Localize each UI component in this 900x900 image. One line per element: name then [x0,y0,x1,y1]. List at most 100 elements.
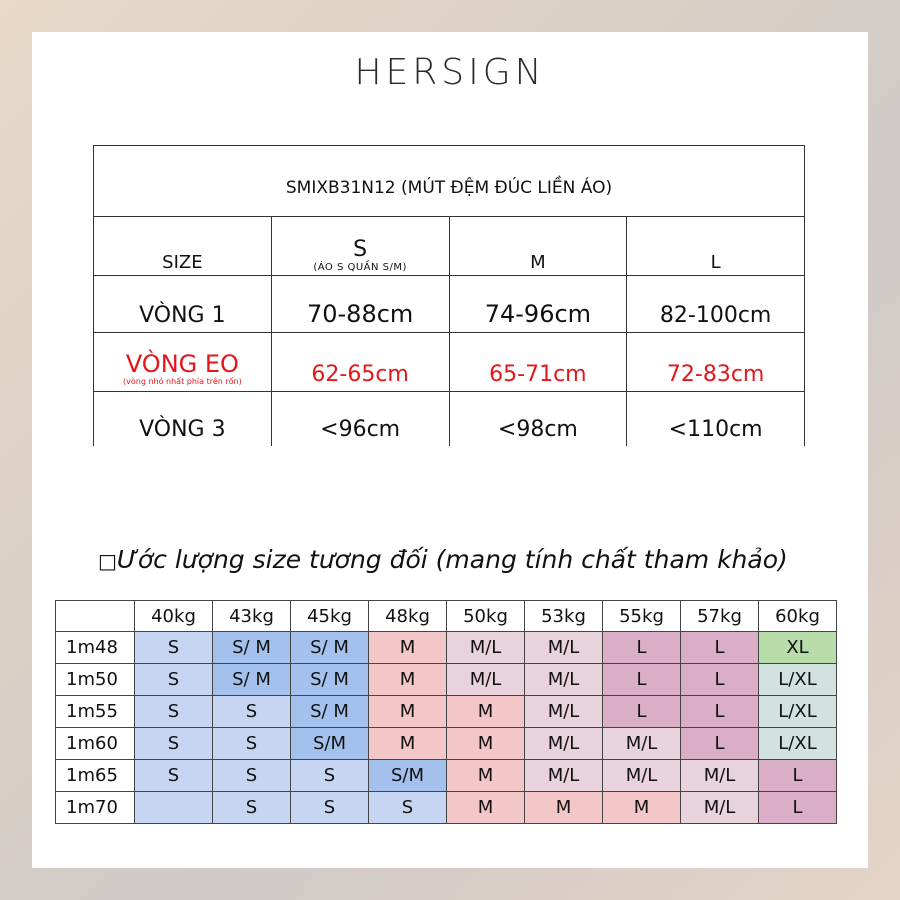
size-cell: L/XL [758,695,837,728]
vongeo-note: (vòng nhỏ nhất phía trên rốn) [123,377,242,386]
height-label: 1m55 [55,695,135,728]
size-cell: S [368,791,447,824]
size-cell: L [758,791,837,824]
table-row: 1m60 S S S/M M M M/L M/L L L/XL [55,727,837,760]
size-cell: S [134,759,213,792]
size-cell: M/L [602,727,681,760]
estimate-heading-text: Ước lượng size tương đối (mang tính chất… [116,545,788,574]
weight-header: 60kg [758,600,837,632]
size-cell: XL [758,631,837,664]
size-header-l: L [626,216,805,276]
table-row: 1m55 S S S/ M M M M/L L L L/XL [55,695,837,728]
size-cell: S [212,695,291,728]
size-cell: S [134,727,213,760]
height-label: 1m50 [55,663,135,696]
row-label-vong3: VÒNG 3 [93,391,272,446]
size-cell: M/L [446,631,525,664]
cell-vong3-m: <98cm [448,391,628,446]
size-header-s: S (ÁO S QUẦN S/M) [270,216,450,276]
size-cell: L [680,727,759,760]
size-cell: M/L [680,791,759,824]
size-cell: L/XL [758,727,837,760]
size-cell: M [602,791,681,824]
table-row: 1m65 S S S S/M M M/L M/L M/L L [55,759,837,792]
grid-corner [55,600,135,632]
height-label: 1m48 [55,631,135,664]
size-cell: M/L [524,631,603,664]
size-cell: L [758,759,837,792]
size-header-label: SIZE [93,216,272,276]
weight-header: 57kg [680,600,759,632]
size-cell: S/ M [290,663,369,696]
size-cell: M [446,791,525,824]
estimate-heading: □Ước lượng size tương đối (mang tính chấ… [98,545,818,574]
brand-logo: HERSIGN [354,52,546,93]
cell-vongeo-s: 62-65cm [270,332,450,392]
cell-vong3-l: <110cm [626,391,805,446]
size-cell: M/L [602,759,681,792]
size-cell: L [602,663,681,696]
size-cell: M/L [446,663,525,696]
height-label: 1m70 [55,791,135,824]
height-label: 1m65 [55,759,135,792]
cell-vongeo-l: 72-83cm [626,332,805,392]
weight-header: 40kg [134,600,213,632]
height-label: 1m60 [55,727,135,760]
size-cell: M/L [524,727,603,760]
weight-header: 55kg [602,600,681,632]
size-cell: S [212,791,291,824]
vongeo-label: VÒNG EO [125,350,239,378]
size-cell: S [290,791,369,824]
row-label-vongeo: VÒNG EO (vòng nhỏ nhất phía trên rốn) [93,332,272,392]
row-label-vong1: VÒNG 1 [93,275,272,333]
cell-vong1-s: 70-88cm [270,275,450,333]
weight-header: 53kg [524,600,603,632]
weight-header: 43kg [212,600,291,632]
size-cell: M [446,727,525,760]
cell-vong1-m: 74-96cm [448,275,628,333]
size-cell: M/L [524,759,603,792]
size-cell: S/ M [212,663,291,696]
size-cell: M/L [680,759,759,792]
size-cell: S/M [368,759,447,792]
size-cell: S/ M [290,631,369,664]
size-cell: L [602,695,681,728]
weight-header: 50kg [446,600,525,632]
size-cell: S [134,663,213,696]
checkbox-glyph-icon: □ [98,549,117,573]
cell-vong1-l: 82-100cm [626,275,805,333]
table-row: 1m70 S S S M M M M/L L [55,791,837,824]
size-cell: S/ M [290,695,369,728]
estimate-grid: 40kg 43kg 45kg 48kg 50kg 53kg 55kg 57kg 60kg 1m4… [55,600,837,824]
size-table: SMIXB31N12 (MÚT ĐỆM ĐÚC LIỀN ÁO) SIZE S … [93,145,805,446]
weight-header: 48kg [368,600,447,632]
size-cell: L [602,631,681,664]
size-cell: S/M [290,727,369,760]
size-cell: L [680,631,759,664]
size-cell: S [134,695,213,728]
size-cell: M [446,695,525,728]
size-cell: M [368,695,447,728]
size-cell [134,791,213,824]
size-cell: M [368,727,447,760]
weight-header: 45kg [290,600,369,632]
table-row: 1m50 S S/ M S/ M M M/L M/L L L L/XL [55,663,837,696]
size-header-s-note: (ÁO S QUẦN S/M) [313,262,407,273]
size-cell: L [680,663,759,696]
size-cell: M [368,663,447,696]
size-header-m: M [448,216,628,276]
size-cell: S/ M [212,631,291,664]
size-cell: M/L [524,663,603,696]
size-cell: S [212,759,291,792]
size-header-s-letter: S [353,237,368,262]
size-cell: M/L [524,695,603,728]
size-cell: M [446,759,525,792]
size-cell: S [290,759,369,792]
cell-vong3-s: <96cm [270,391,450,446]
cell-vongeo-m: 65-71cm [448,332,628,392]
size-cell: L [680,695,759,728]
table-row: 1m48 S S/ M S/ M M M/L M/L L L XL [55,631,837,664]
size-table-title: SMIXB31N12 (MÚT ĐỆM ĐÚC LIỀN ÁO) [93,145,805,217]
size-cell: L/XL [758,663,837,696]
size-cell: S [134,631,213,664]
